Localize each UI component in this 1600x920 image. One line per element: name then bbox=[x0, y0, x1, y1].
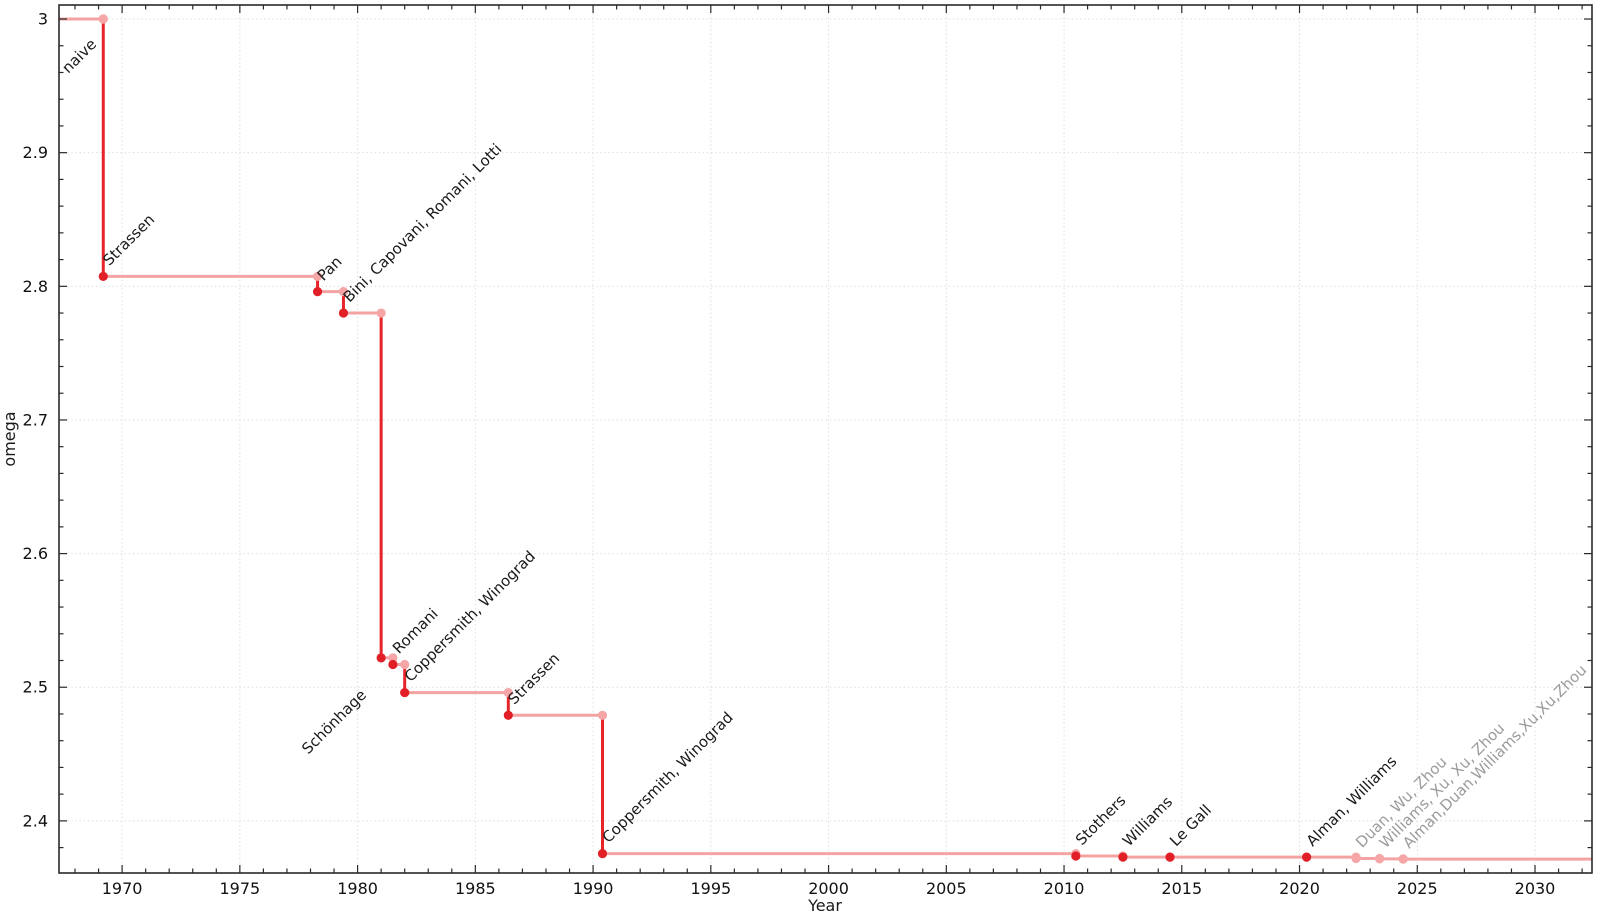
y-tick-label: 2.4 bbox=[23, 811, 48, 830]
data-point-record bbox=[597, 849, 608, 859]
point-label: Le Gall bbox=[1166, 801, 1215, 850]
x-tick-label: 1990 bbox=[573, 879, 614, 898]
y-tick-label: 2.5 bbox=[23, 678, 48, 697]
x-tick-label: 2015 bbox=[1161, 879, 1202, 898]
data-point-light bbox=[312, 271, 323, 282]
data-point-record bbox=[98, 271, 108, 282]
x-tick-label: 2025 bbox=[1397, 879, 1438, 898]
x-tick-label: 2000 bbox=[808, 879, 849, 898]
x-tick-label: 2005 bbox=[926, 879, 967, 898]
data-point-light bbox=[503, 687, 513, 698]
y-tick-label: 2.8 bbox=[23, 277, 48, 296]
point-label: Alman,Duan,Williams,Xu,Xu,Zhou bbox=[1399, 661, 1590, 852]
y-tick-label: 2.6 bbox=[23, 544, 48, 563]
data-point-record bbox=[1071, 851, 1081, 861]
data-point-recent bbox=[1374, 854, 1385, 864]
data-point-record bbox=[1165, 852, 1175, 862]
x-tick-label: 1975 bbox=[219, 879, 260, 898]
y-tick-label: 2.9 bbox=[23, 143, 48, 162]
data-point-light bbox=[388, 653, 398, 663]
data-point-light bbox=[597, 710, 608, 720]
point-label: Coppersmith, Winograd bbox=[599, 708, 737, 846]
step-series bbox=[59, 17, 1592, 861]
point-label: Williams bbox=[1119, 793, 1176, 850]
data-point-light bbox=[400, 659, 410, 670]
data-point-light bbox=[98, 14, 108, 24]
data-point-record bbox=[388, 659, 398, 670]
plot-frame bbox=[58, 4, 1593, 874]
point-label: naive bbox=[58, 35, 100, 77]
y-axis-title: omega bbox=[0, 411, 19, 466]
y-tick-label: 3 bbox=[38, 10, 48, 29]
x-tick-label: 2010 bbox=[1044, 879, 1085, 898]
point-label: Schönhage bbox=[298, 686, 370, 758]
point-label: Williams, Xu, Xu, Zhou bbox=[1376, 719, 1509, 852]
data-point-light bbox=[376, 308, 386, 318]
data-point-record bbox=[1301, 852, 1312, 862]
data-point-record bbox=[1118, 852, 1128, 862]
data-point-record bbox=[503, 710, 513, 720]
grid-layer bbox=[59, 5, 1592, 873]
x-tick-label: 2030 bbox=[1515, 879, 1556, 898]
data-point-record bbox=[400, 687, 410, 698]
data-point-recent bbox=[1398, 854, 1408, 864]
data-points-layer bbox=[98, 14, 1408, 864]
data-point-light bbox=[338, 287, 349, 297]
point-label: Bini, Capovani, Romani, Lotti bbox=[340, 140, 506, 306]
x-tick-label: 1985 bbox=[455, 879, 496, 898]
y-tick-label: 2.7 bbox=[23, 410, 48, 429]
x-tick-label: 1995 bbox=[690, 879, 731, 898]
data-point-recent bbox=[1351, 853, 1361, 864]
point-label: Strassen bbox=[504, 649, 563, 708]
x-axis-title: Year bbox=[807, 896, 842, 915]
x-tick-label: 1970 bbox=[102, 879, 143, 898]
x-tick-label: 2020 bbox=[1279, 879, 1320, 898]
x-tick-label: 1980 bbox=[337, 879, 378, 898]
data-point-record bbox=[376, 653, 386, 663]
point-label: Strassen bbox=[99, 210, 158, 269]
tick-label-layer: 1970 1975 1980 1985 1990 1995 2000 2005 2010 2015… bbox=[23, 10, 1556, 898]
axes-frame-layer bbox=[58, 4, 1593, 874]
data-point-record bbox=[312, 287, 323, 297]
data-point-record bbox=[338, 308, 349, 318]
